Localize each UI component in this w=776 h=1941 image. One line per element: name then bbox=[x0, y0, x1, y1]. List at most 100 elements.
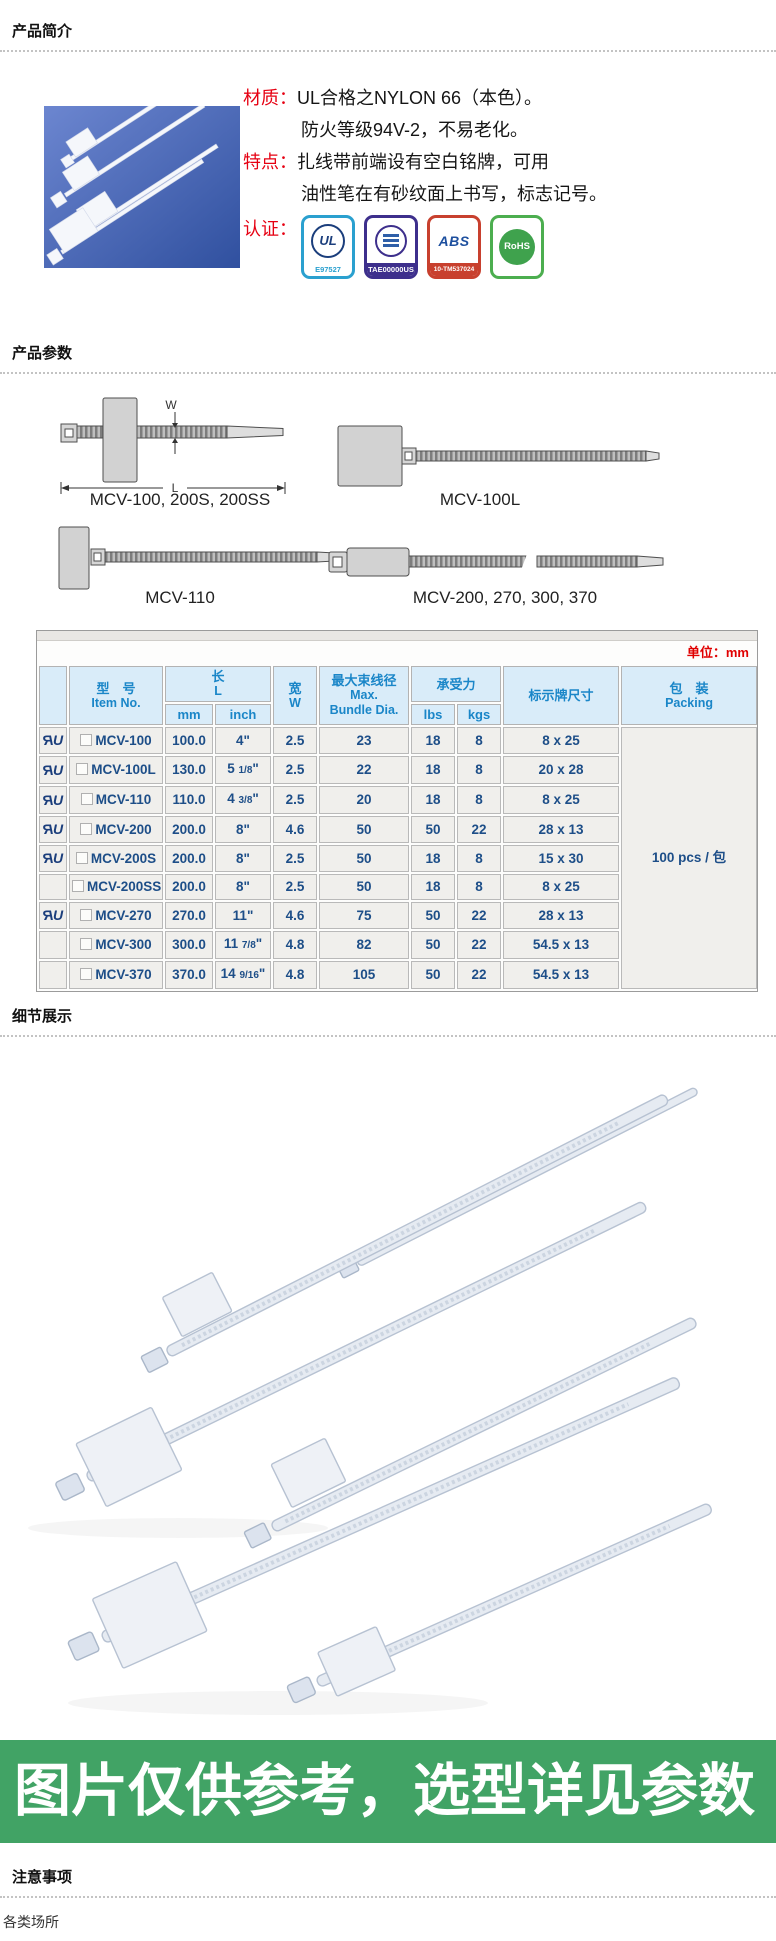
table-row: RU MCV-100L 130.0 5 1/8" 2.5 22 18 8 20 x 28 bbox=[39, 756, 757, 784]
unit-note: 单位：mm bbox=[686, 645, 749, 660]
length-mm-cell: 100.0 bbox=[165, 727, 213, 754]
col-mm-header: mm bbox=[165, 704, 213, 725]
feature-line2: 油性笔在有砂纹面上书写，标志记号。 bbox=[301, 184, 607, 204]
length-mm-cell: 200.0 bbox=[165, 816, 213, 843]
ul-mark-icon: RU bbox=[43, 732, 63, 748]
row-checkbox[interactable] bbox=[80, 938, 93, 950]
lbs-cell: 18 bbox=[411, 874, 456, 900]
ul-cell: RU bbox=[39, 902, 67, 929]
table-top-strip bbox=[37, 631, 757, 641]
ul-cell bbox=[39, 931, 67, 959]
row-checkbox[interactable] bbox=[72, 880, 84, 892]
row-checkbox[interactable] bbox=[75, 851, 88, 864]
product-photo-image bbox=[44, 71, 240, 268]
intro-text: 材质：UL合格之NYLON 66（本色）。 防火等级94V-2，不易老化。 特点… bbox=[243, 82, 663, 279]
row-checkbox[interactable] bbox=[80, 822, 93, 835]
model-cell: MCV-200SS bbox=[69, 874, 163, 900]
row-checkbox[interactable] bbox=[80, 793, 93, 805]
lbs-cell: 50 bbox=[411, 902, 456, 929]
model-name: MCV-100 bbox=[95, 732, 152, 748]
ul-cell: RU bbox=[39, 786, 67, 814]
abs-badge: ABS 10-TM537024 bbox=[427, 215, 481, 279]
lbs-cell: 50 bbox=[411, 816, 456, 843]
width-cell: 2.5 bbox=[273, 756, 318, 784]
lbs-cell: 18 bbox=[411, 756, 456, 784]
row-checkbox[interactable] bbox=[80, 968, 93, 980]
footer-note: 各类场所 bbox=[3, 1914, 59, 1930]
table-row: MCV-300 300.0 11 7/8" 4.8 82 50 22 54.5 x 13 bbox=[39, 931, 757, 959]
rohs-badge: RoHS bbox=[490, 215, 544, 279]
tag-size-cell: 54.5 x 13 bbox=[503, 931, 620, 959]
tag-size-cell: 20 x 28 bbox=[503, 756, 620, 784]
length-inch-cell: 4 3/8" bbox=[215, 786, 272, 814]
cert-badges: UL E97527 TAE00000US ABS 10-TM537024 RoHS bbox=[301, 215, 544, 279]
model-name: MCV-200SS bbox=[87, 879, 162, 894]
model-cell: MCV-200S bbox=[69, 845, 163, 872]
width-cell: 2.5 bbox=[273, 786, 318, 814]
kgs-cell: 22 bbox=[457, 931, 502, 959]
col-pack-header: 包 装 Packing bbox=[621, 666, 758, 725]
kgs-cell: 8 bbox=[457, 786, 502, 814]
ul-cell: RU bbox=[39, 727, 67, 754]
ul-cell: RU bbox=[39, 816, 67, 843]
bundle-dia-cell: 22 bbox=[319, 756, 410, 784]
diagram-caption-d: MCV-200, 270, 300, 370 bbox=[412, 588, 598, 607]
kgs-cell: 22 bbox=[457, 902, 502, 929]
tag-size-cell: 8 x 25 bbox=[503, 874, 620, 900]
detail-photo bbox=[18, 1058, 758, 1728]
width-cell: 2.5 bbox=[273, 874, 318, 900]
tag-size-cell: 28 x 13 bbox=[503, 902, 620, 929]
tag-size-cell: 54.5 x 13 bbox=[503, 961, 620, 989]
kgs-cell: 8 bbox=[457, 874, 502, 900]
row-checkbox[interactable] bbox=[80, 733, 93, 746]
model-name: MCV-110 bbox=[95, 792, 152, 807]
section-title-params: 产品参数 bbox=[12, 345, 73, 362]
ul-mark-icon: RU bbox=[43, 907, 63, 923]
bundle-dia-cell: 23 bbox=[319, 727, 410, 754]
bundle-dia-cell: 105 bbox=[319, 961, 410, 989]
ul-cell: RU bbox=[39, 756, 67, 784]
length-inch-cell: 5 1/8" bbox=[215, 756, 272, 784]
feature-label: 特点： bbox=[243, 152, 297, 172]
dim-w-label: W bbox=[165, 398, 177, 412]
row-checkbox[interactable] bbox=[76, 763, 89, 775]
tag-size-cell: 8 x 25 bbox=[503, 727, 620, 754]
model-cell: MCV-100 bbox=[69, 727, 163, 754]
lbs-cell: 50 bbox=[411, 961, 456, 989]
diagram-caption-c: MCV-110 bbox=[145, 588, 215, 607]
row-checkbox[interactable] bbox=[80, 908, 93, 921]
kgs-cell: 8 bbox=[457, 756, 502, 784]
table-row: RU MCV-200 200.0 8" 4.6 50 50 22 28 x 13 bbox=[39, 816, 757, 843]
lbs-cell: 50 bbox=[411, 931, 456, 959]
tag-size-cell: 8 x 25 bbox=[503, 786, 620, 814]
tag-size-cell: 15 x 30 bbox=[503, 845, 620, 872]
dnv-gl-badge: TAE00000US bbox=[364, 215, 418, 279]
ul-cell: RU bbox=[39, 845, 67, 872]
col-tag-header: 标示牌尺寸 bbox=[503, 666, 620, 725]
material-label: 材质： bbox=[243, 88, 297, 108]
kgs-cell: 22 bbox=[457, 816, 502, 843]
model-cell: MCV-370 bbox=[69, 961, 163, 989]
product-photo bbox=[44, 71, 240, 268]
col-kgs-header: kgs bbox=[457, 704, 502, 725]
width-cell: 2.5 bbox=[273, 845, 318, 872]
length-mm-cell: 110.0 bbox=[165, 786, 213, 814]
width-cell: 2.5 bbox=[273, 727, 318, 754]
model-name: MCV-100L bbox=[91, 762, 156, 777]
diagram-mcv100l bbox=[330, 420, 660, 501]
ul-mark-icon: RU bbox=[43, 850, 63, 866]
model-cell: MCV-300 bbox=[69, 931, 163, 959]
length-inch-cell: 8" bbox=[215, 845, 272, 872]
table-row: RU MCV-100 100.0 4" 2.5 23 18 8 8 x 25 100 pcs / … bbox=[39, 727, 758, 989]
length-inch-cell: 14 9/16" bbox=[215, 961, 272, 989]
table-row: RU MCV-200S 200.0 8" 2.5 50 18 8 15 x 30 bbox=[39, 845, 757, 872]
model-cell: MCV-100L bbox=[69, 756, 163, 784]
col-inch-header: inch bbox=[215, 704, 272, 725]
length-inch-cell: 8" bbox=[215, 874, 272, 900]
ul-cell bbox=[39, 961, 67, 989]
